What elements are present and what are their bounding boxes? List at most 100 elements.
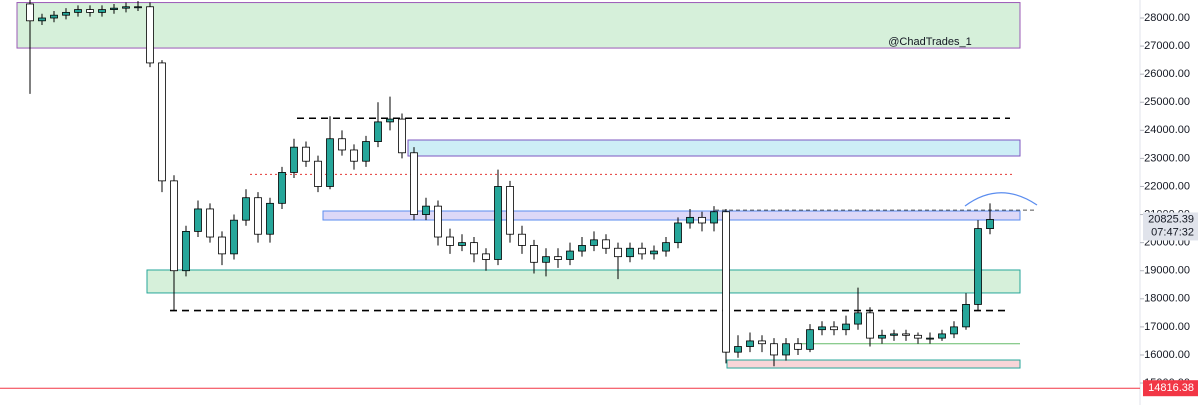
candle-body xyxy=(98,9,106,13)
candle-body xyxy=(914,334,922,339)
zone xyxy=(407,139,1021,157)
candle-body xyxy=(326,138,334,187)
candle-body xyxy=(74,9,82,13)
candle-body xyxy=(794,343,802,350)
zone xyxy=(322,210,1021,221)
y-tick-label: 19000.00 xyxy=(1144,265,1190,277)
candle-body xyxy=(710,211,718,224)
candle-body xyxy=(590,239,598,246)
y-tick-label: 16000.00 xyxy=(1144,349,1190,361)
candle-body xyxy=(890,333,898,336)
candle-body xyxy=(506,186,514,235)
alert-price-tag xyxy=(1143,380,1198,397)
candle-body xyxy=(242,197,250,221)
candle-body xyxy=(122,6,130,9)
candle-body xyxy=(362,141,370,162)
candle-body xyxy=(662,242,670,252)
candle-body xyxy=(458,242,466,246)
candle-body xyxy=(134,6,142,9)
countdown-label: 07:47:32 xyxy=(1151,226,1194,238)
candle-body xyxy=(902,333,910,336)
zone xyxy=(16,2,1021,49)
annotation: @ChadTrades_1 xyxy=(888,36,972,48)
candle-body xyxy=(542,256,550,263)
y-tick-label: 23000.00 xyxy=(1144,152,1190,164)
candle-body xyxy=(278,172,286,204)
candle-body xyxy=(410,152,418,215)
candle-body xyxy=(722,211,730,353)
last-price-label: 20825.39 xyxy=(1148,213,1194,225)
candle-body xyxy=(554,256,562,260)
candle-body xyxy=(938,333,946,339)
candle-body xyxy=(422,205,430,215)
candle-body xyxy=(758,340,766,345)
candle-body xyxy=(818,326,826,331)
y-tick-label: 24000.00 xyxy=(1144,124,1190,136)
candle-body xyxy=(266,202,274,235)
candle-body xyxy=(194,208,202,232)
last-price-tag xyxy=(1143,212,1198,241)
candle-body xyxy=(254,197,262,235)
candle-body xyxy=(626,247,634,258)
candle-body xyxy=(698,216,706,224)
candle-body xyxy=(614,247,622,258)
candle-body xyxy=(746,340,754,347)
candle-body xyxy=(50,14,58,19)
candle-body xyxy=(86,9,94,13)
candle-body xyxy=(974,228,982,305)
candle-body xyxy=(206,208,214,238)
zone xyxy=(146,269,1021,294)
y-tick-label: 27000.00 xyxy=(1144,40,1190,52)
candle-body xyxy=(602,239,610,249)
y-tick-label: 17000.00 xyxy=(1144,321,1190,333)
candle-body xyxy=(866,312,874,339)
candle-body xyxy=(350,149,358,162)
candle-body xyxy=(986,219,994,230)
candle-body xyxy=(518,233,526,246)
candle-body xyxy=(146,6,154,64)
candle-body xyxy=(566,250,574,260)
candle-body xyxy=(158,62,166,182)
candle-body xyxy=(494,186,502,260)
candle-body xyxy=(950,326,958,335)
price-axis-bg xyxy=(1141,0,1200,405)
y-tick-label: 18000.00 xyxy=(1144,293,1190,305)
candle-body xyxy=(854,312,862,325)
candle-body xyxy=(770,343,778,356)
candle-body xyxy=(302,146,310,162)
candle-body xyxy=(578,245,586,252)
candle-body xyxy=(530,245,538,263)
alert-price-label: 14816.38 xyxy=(1148,382,1194,394)
candle-body xyxy=(386,118,394,123)
candle-body xyxy=(878,334,886,339)
y-tick-label: 28000.00 xyxy=(1144,12,1190,24)
candle-body xyxy=(650,250,658,255)
candle-body xyxy=(38,17,46,22)
y-tick-label: 26000.00 xyxy=(1144,68,1190,80)
candle-body xyxy=(434,205,442,238)
y-tick-label: 25000.00 xyxy=(1144,96,1190,108)
candle-body xyxy=(470,242,478,255)
candle-body xyxy=(218,236,226,255)
candle-body xyxy=(686,216,694,224)
y-tick-label: 22000.00 xyxy=(1144,180,1190,192)
candle-body xyxy=(314,160,322,187)
candle-body xyxy=(230,219,238,255)
candle-body xyxy=(782,343,790,356)
zone xyxy=(726,359,1021,369)
candle-body xyxy=(398,118,406,154)
candle-body xyxy=(734,346,742,353)
candle-body xyxy=(926,337,934,340)
arc-drawing xyxy=(964,192,1038,207)
candle-body xyxy=(62,11,70,16)
candle-body xyxy=(374,121,382,142)
candle-body xyxy=(290,146,298,173)
candle-body xyxy=(446,236,454,246)
candle-body xyxy=(830,326,838,331)
candle-body xyxy=(170,180,178,272)
candle-body xyxy=(338,138,346,151)
candle-body xyxy=(674,222,682,244)
candle-body xyxy=(482,253,490,260)
